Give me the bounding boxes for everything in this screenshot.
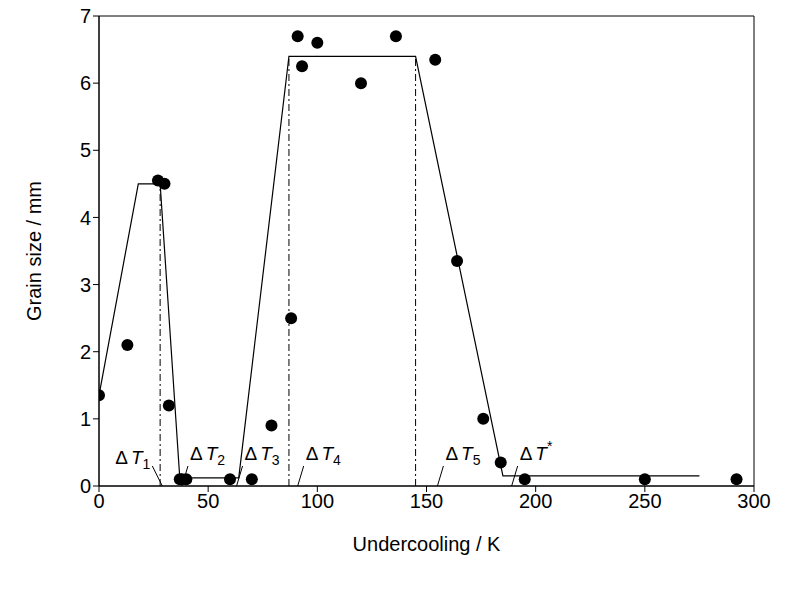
svg-text:Grain size / mm: Grain size / mm bbox=[23, 181, 45, 321]
svg-text:Undercooling / K: Undercooling / K bbox=[353, 533, 502, 555]
svg-text:3: 3 bbox=[80, 274, 91, 296]
svg-text:ΔT1: ΔT1 bbox=[115, 447, 150, 472]
svg-text:100: 100 bbox=[301, 490, 334, 512]
svg-text:5: 5 bbox=[80, 139, 91, 161]
svg-text:300: 300 bbox=[737, 490, 770, 512]
svg-text:0: 0 bbox=[93, 490, 104, 512]
svg-text:4: 4 bbox=[80, 207, 91, 229]
svg-text:ΔT2: ΔT2 bbox=[190, 443, 225, 468]
svg-text:ΔT3: ΔT3 bbox=[245, 443, 280, 468]
svg-text:ΔT4: ΔT4 bbox=[306, 443, 341, 468]
svg-text:250: 250 bbox=[628, 490, 661, 512]
svg-text:7: 7 bbox=[80, 8, 91, 27]
svg-text:200: 200 bbox=[519, 490, 552, 512]
svg-text:2: 2 bbox=[80, 341, 91, 363]
svg-text:50: 50 bbox=[197, 490, 219, 512]
svg-text:0: 0 bbox=[80, 475, 91, 497]
svg-text:1: 1 bbox=[80, 408, 91, 430]
svg-text:150: 150 bbox=[410, 490, 443, 512]
svg-text:ΔT*: ΔT* bbox=[520, 438, 553, 464]
svg-text:ΔT5: ΔT5 bbox=[445, 443, 480, 468]
svg-text:6: 6 bbox=[80, 72, 91, 94]
